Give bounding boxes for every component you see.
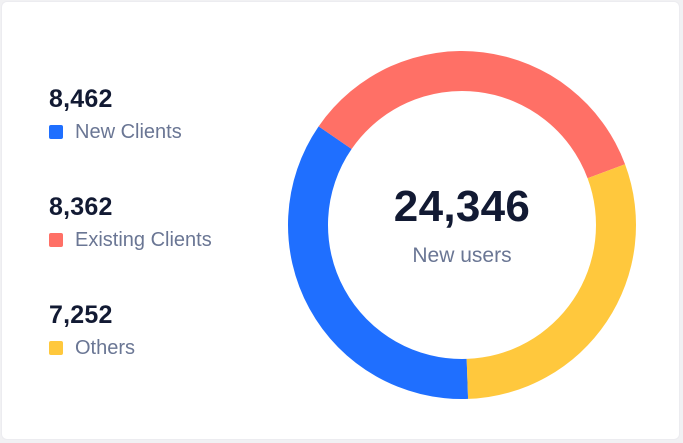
legend-item-new-clients: 8,462 New Clients [49, 84, 279, 192]
donut-chart-svg [288, 51, 637, 400]
legend-item-others: 7,252 Others [49, 300, 279, 408]
chart-legend: 8,462 New Clients 8,362 Existing Clients… [49, 84, 279, 408]
legend-item-existing-clients: 8,362 Existing Clients [49, 192, 279, 300]
legend-swatch [49, 233, 63, 247]
legend-swatch [49, 341, 63, 355]
donut-slice-existing-clients [318, 51, 626, 179]
legend-label: Others [75, 337, 136, 359]
legend-value: 7,252 [49, 301, 113, 329]
legend-label: New Clients [75, 121, 182, 143]
total-users-value: 24,346 [393, 182, 531, 231]
donut-chart: 24,346 New users [284, 47, 640, 403]
legend-swatch [49, 125, 63, 139]
legend-value: 8,362 [49, 193, 113, 221]
legend-label: Existing Clients [75, 229, 212, 251]
donut-slice-others [466, 164, 637, 399]
total-users-label: New users [412, 244, 512, 267]
donut-slice-new-clients [288, 126, 469, 400]
legend-value: 8,462 [49, 85, 113, 113]
